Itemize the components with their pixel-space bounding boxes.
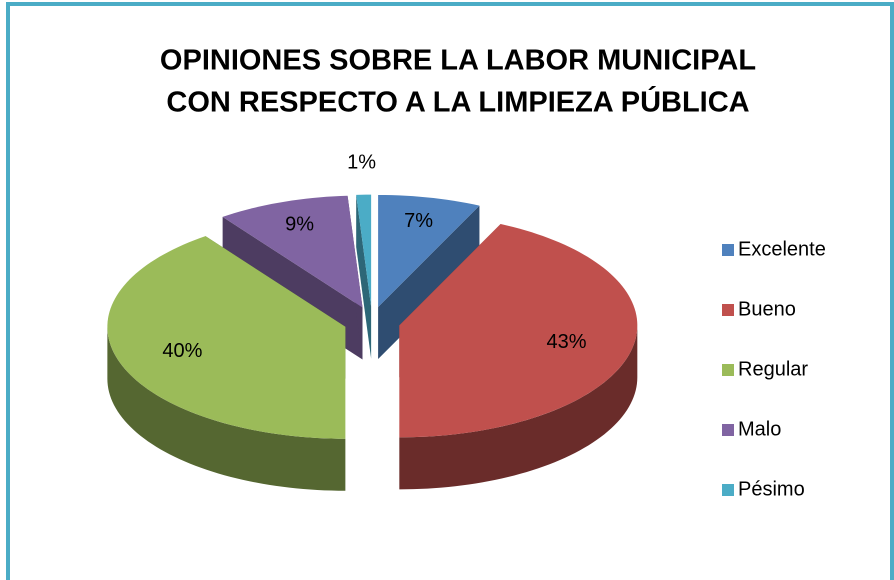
legend-swatch — [722, 304, 734, 316]
chart-title: CON RESPECTO A LA LIMPIEZA PÚBLICA — [166, 85, 749, 119]
legend-swatch — [722, 364, 734, 376]
legend-label: Pésimo — [738, 478, 805, 500]
data-label: 43% — [547, 331, 587, 353]
slice — [356, 194, 372, 307]
slice-wall — [107, 326, 346, 491]
data-label: 1% — [347, 152, 376, 174]
legend-swatch — [722, 424, 734, 436]
legend-label: Bueno — [738, 298, 796, 320]
slice — [107, 236, 346, 439]
legend-label: Malo — [738, 418, 781, 440]
slice — [399, 224, 638, 438]
legend-swatch — [722, 484, 734, 496]
data-label: 7% — [404, 210, 433, 232]
slice-side — [356, 194, 372, 359]
legend-label: Regular — [738, 358, 808, 380]
slice-side — [378, 205, 480, 359]
slice — [222, 195, 363, 308]
legend-label: Excelente — [738, 238, 826, 260]
slice-wall — [399, 325, 638, 490]
data-label: 9% — [285, 214, 314, 236]
data-label: 40% — [162, 340, 202, 362]
slice — [378, 194, 480, 307]
legend-swatch — [722, 244, 734, 256]
chart-title: OPINIONES SOBRE LA LABOR MUNICIPAL — [160, 45, 756, 77]
